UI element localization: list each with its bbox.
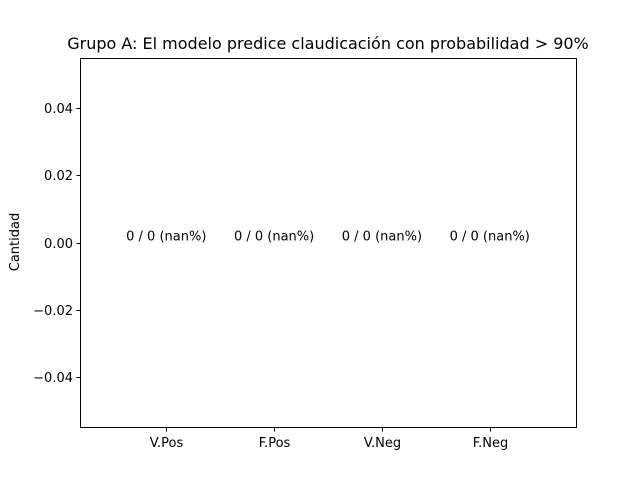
chart-title: Grupo A: El modelo predice claudicación … (67, 34, 589, 53)
y-tick-label: −0.02 (33, 304, 73, 319)
y-axis-label: Cantidad (8, 213, 23, 271)
y-tick-label: −0.04 (33, 371, 73, 386)
bar-labels: 0 / 0 (nan%) 0 / 0 (nan%) 0 / 0 (nan%) 0 / … (126, 230, 530, 245)
x-axis: V.Pos F.Pos V.Neg F.Neg (150, 427, 509, 451)
bar-value-label: 0 / 0 (nan%) (126, 230, 206, 245)
bar-value-label: 0 / 0 (nan%) (234, 230, 314, 245)
y-tick-label: 0.04 (44, 102, 73, 117)
plot-frame (80, 58, 577, 428)
x-tick-label: V.Pos (150, 436, 184, 451)
x-tick-label: F.Neg (473, 436, 509, 451)
y-axis: −0.04 −0.02 0.00 0.02 0.04 (33, 102, 81, 386)
bar-value-label: 0 / 0 (nan%) (450, 230, 530, 245)
x-tick-label: F.Pos (259, 436, 291, 451)
y-tick-label: 0.02 (44, 169, 73, 184)
y-tick-label: 0.00 (44, 237, 73, 252)
bar-value-label: 0 / 0 (nan%) (342, 230, 422, 245)
x-tick-label: V.Neg (364, 436, 401, 451)
